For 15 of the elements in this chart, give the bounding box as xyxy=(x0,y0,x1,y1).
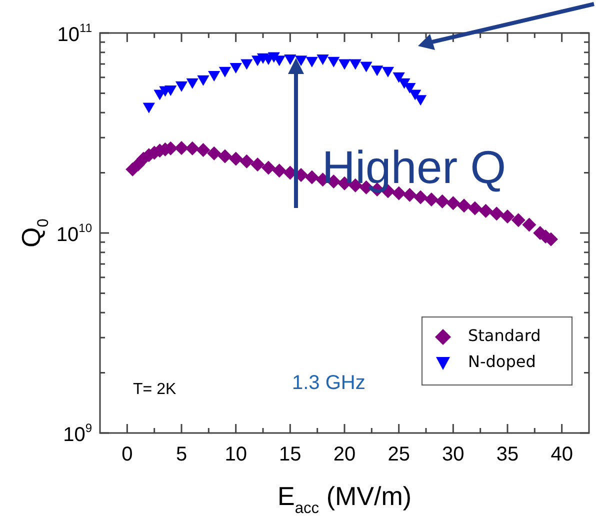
annotation: T= 2K xyxy=(133,381,176,398)
x-tick-label: 0 xyxy=(122,444,133,466)
x-tick-label: 15 xyxy=(279,444,302,466)
x-tick-label: 35 xyxy=(496,444,519,466)
x-tick-label: 10 xyxy=(224,444,247,466)
x-tick-label: 25 xyxy=(388,444,410,466)
legend-label: Standard xyxy=(468,326,541,346)
y-axis-title: Q0 xyxy=(16,218,52,248)
annotation: Higher Q xyxy=(322,141,506,193)
x-tick-label: 5 xyxy=(176,444,188,466)
x-tick-label: 40 xyxy=(550,444,573,466)
annotation: 1.3 GHz xyxy=(292,372,366,394)
legend-label: N-doped xyxy=(468,352,536,372)
x-tick-label: 20 xyxy=(333,444,356,466)
x-tick-label: 30 xyxy=(442,444,464,466)
